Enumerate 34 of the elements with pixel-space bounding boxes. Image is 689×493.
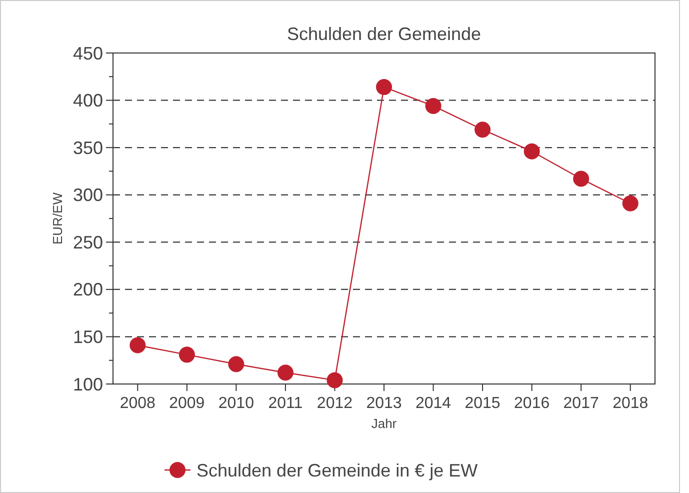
point bbox=[130, 337, 146, 354]
point bbox=[376, 79, 392, 96]
point bbox=[474, 122, 491, 138]
point bbox=[277, 364, 294, 381]
x-tick-label: 2018 bbox=[612, 395, 648, 412]
point bbox=[573, 170, 590, 187]
legend-label: Schulden der Gemeinde in € je EW bbox=[196, 460, 478, 480]
point bbox=[326, 372, 343, 388]
point bbox=[178, 346, 195, 363]
point bbox=[524, 143, 540, 160]
y-tick-label: 200 bbox=[72, 280, 103, 300]
point bbox=[622, 195, 638, 212]
point bbox=[425, 98, 442, 114]
x-tick-label: 2015 bbox=[464, 395, 500, 412]
x-tick-label: 2012 bbox=[316, 395, 353, 412]
x-tick-label: 2009 bbox=[169, 395, 205, 412]
y-tick-label: 350 bbox=[72, 138, 103, 158]
y-tick-label: 400 bbox=[72, 90, 103, 111]
y-tick-label: 150 bbox=[72, 327, 103, 348]
x-tick-label: 2011 bbox=[268, 395, 303, 412]
point bbox=[228, 356, 244, 372]
x-tick-label: 2014 bbox=[415, 395, 452, 412]
y-axis-title: EUR/EW bbox=[50, 192, 65, 244]
y-tick-label: 450 bbox=[72, 43, 103, 64]
x-tick-label: 2017 bbox=[563, 395, 599, 412]
x-tick-label: 2008 bbox=[120, 395, 156, 412]
y-tick-label: 250 bbox=[72, 232, 103, 252]
y-tick-label: 100 bbox=[72, 374, 103, 394]
x-axis-title: Jahr bbox=[371, 416, 398, 431]
x-tick-label: 2016 bbox=[514, 395, 550, 412]
x-tick-label: 2010 bbox=[218, 395, 254, 412]
chart-title: Schulden der Gemeinde bbox=[286, 24, 482, 44]
y-tick-label: 300 bbox=[72, 185, 103, 206]
x-tick-label: 2013 bbox=[366, 395, 402, 412]
